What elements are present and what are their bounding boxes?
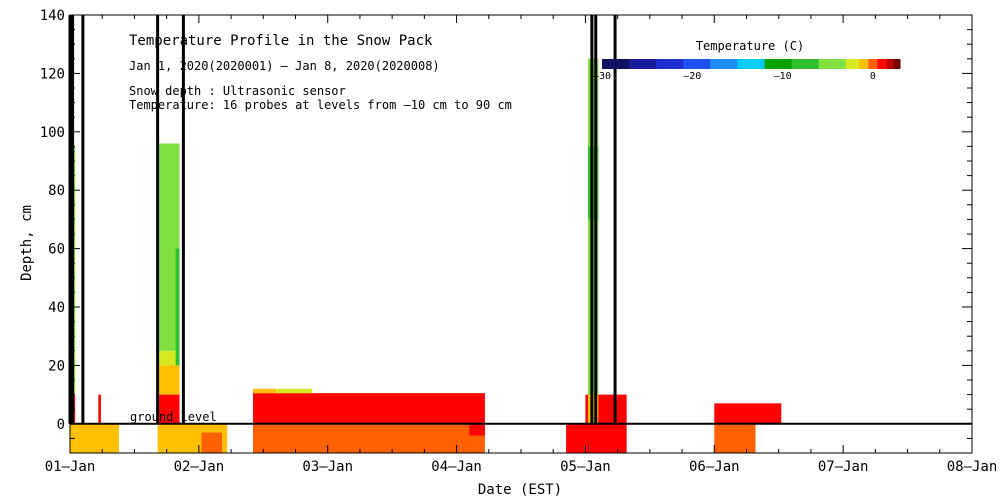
colorbar-bin bbox=[737, 59, 766, 69]
colorbar-bin bbox=[629, 59, 657, 69]
x-tick-label: 04–Jan bbox=[431, 459, 482, 475]
colorbar-tick-label: –30 bbox=[593, 71, 611, 82]
axes: 01–Jan 02–Jan 03–Jan 04–Jan 05–Jan 06–Jan 07–J… bbox=[40, 8, 998, 475]
colorbar-bin bbox=[868, 59, 878, 69]
y-tick-label: 60 bbox=[48, 242, 65, 258]
y-tick-label: 100 bbox=[40, 125, 65, 141]
ground-level-label: ground level bbox=[130, 410, 217, 424]
colorbar-bin bbox=[602, 59, 630, 69]
colorbar-bin bbox=[877, 59, 887, 69]
x-tick-label: 07–Jan bbox=[818, 459, 869, 475]
y-tick-label: 40 bbox=[48, 300, 65, 316]
temperature-cell bbox=[201, 432, 223, 453]
temperature-cell bbox=[75, 423, 119, 453]
chart-title: Temperature Profile in the Snow Pack bbox=[129, 33, 433, 49]
colorbar-bin bbox=[683, 59, 711, 69]
temperature-cell bbox=[252, 393, 485, 424]
colorbar-bin bbox=[893, 59, 901, 69]
temperature-cell bbox=[157, 365, 180, 395]
plot-frame bbox=[69, 14, 973, 454]
colorbar-tick-label: –20 bbox=[683, 71, 701, 82]
y-tick-label: 140 bbox=[40, 8, 65, 24]
colorbar-tick-label: 0 bbox=[870, 71, 876, 82]
y-tick-label: 20 bbox=[48, 358, 65, 374]
temperature-cell bbox=[157, 350, 180, 366]
colorbar-bin bbox=[656, 59, 684, 69]
x-tick-label: 06–Jan bbox=[689, 459, 740, 475]
colorbar-tick-label: –10 bbox=[774, 71, 792, 82]
x-axis-label: Date (EST) bbox=[478, 482, 562, 498]
x-tick-label: 05–Jan bbox=[560, 459, 611, 475]
x-tick-label: 08–Jan bbox=[947, 459, 998, 475]
temperature-cell bbox=[175, 248, 180, 366]
colorbar-bin bbox=[886, 59, 895, 69]
probe-text: Temperature: 16 probes at levels from –1… bbox=[129, 98, 512, 112]
temperature-cell bbox=[714, 423, 756, 453]
temperature-cell bbox=[157, 394, 180, 424]
temperature-cell bbox=[252, 388, 277, 394]
y-tick-label: 120 bbox=[40, 66, 65, 82]
colorbar-bin bbox=[845, 59, 860, 69]
snow-depth-layer bbox=[68, 15, 972, 425]
temperature-cell bbox=[566, 423, 627, 453]
colorbar-title: Temperature (C) bbox=[696, 39, 804, 53]
sensor-text: Snow depth : Ultrasonic sensor bbox=[129, 84, 346, 98]
y-tick-label: 0 bbox=[57, 417, 65, 433]
colorbar-bin bbox=[859, 59, 869, 69]
temperature-cell bbox=[714, 403, 782, 424]
colorbar: –30 –20 –10 0 bbox=[593, 59, 901, 82]
colorbar-bin bbox=[764, 59, 793, 69]
colorbar-bin bbox=[791, 59, 820, 69]
y-tick-label: 80 bbox=[48, 183, 65, 199]
temperature-cell bbox=[157, 143, 180, 351]
temperature-cell bbox=[252, 423, 485, 453]
x-tick-label: 03–Jan bbox=[302, 459, 353, 475]
temperature-cell bbox=[469, 423, 485, 436]
temperature-cell bbox=[276, 388, 313, 394]
temperature-cells bbox=[70, 58, 782, 453]
colorbar-bin bbox=[818, 59, 847, 69]
x-tick-label: 01–Jan bbox=[45, 459, 96, 475]
y-axis-label: Depth, cm bbox=[19, 205, 35, 281]
colorbar-bin bbox=[710, 59, 738, 69]
temperature-cell bbox=[98, 394, 101, 424]
x-tick-label: 02–Jan bbox=[174, 459, 225, 475]
date-range-text: Jan 1, 2020(2020001) – Jan 8, 2020(20200… bbox=[129, 59, 440, 73]
